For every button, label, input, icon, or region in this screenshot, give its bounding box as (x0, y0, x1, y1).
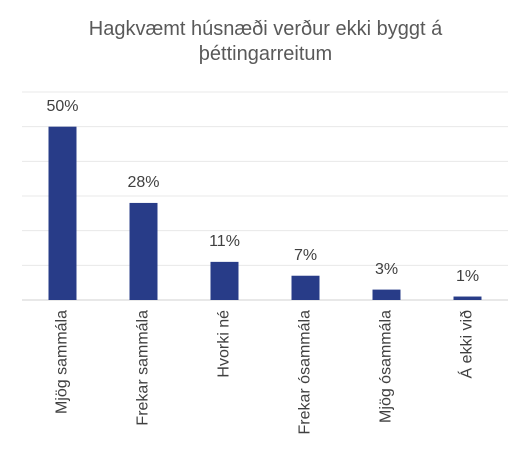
value-label: 11% (209, 233, 240, 250)
x-tick-label: Á ekki við (457, 310, 476, 379)
bar (291, 275, 320, 300)
bar (48, 126, 77, 301)
bar (372, 289, 401, 300)
bar (453, 296, 482, 300)
x-tick-label: Frekar ósammála (297, 310, 314, 435)
x-tick-label: Frekar sammála (135, 310, 152, 426)
value-label: 1% (456, 268, 479, 285)
value-label: 28% (127, 174, 159, 191)
value-label: 3% (375, 261, 398, 278)
x-tick-label: Hvorki né (216, 310, 233, 378)
x-tick-label: Mjög ósammála (378, 310, 395, 423)
bar (129, 202, 158, 300)
value-label: 7% (294, 247, 317, 264)
chart-title: Hagkvæmt húsnæði verður ekki byggt á þét… (88, 18, 443, 65)
bar (210, 261, 239, 300)
value-label: 50% (46, 98, 78, 115)
x-tick-label: Mjög sammála (54, 310, 71, 414)
